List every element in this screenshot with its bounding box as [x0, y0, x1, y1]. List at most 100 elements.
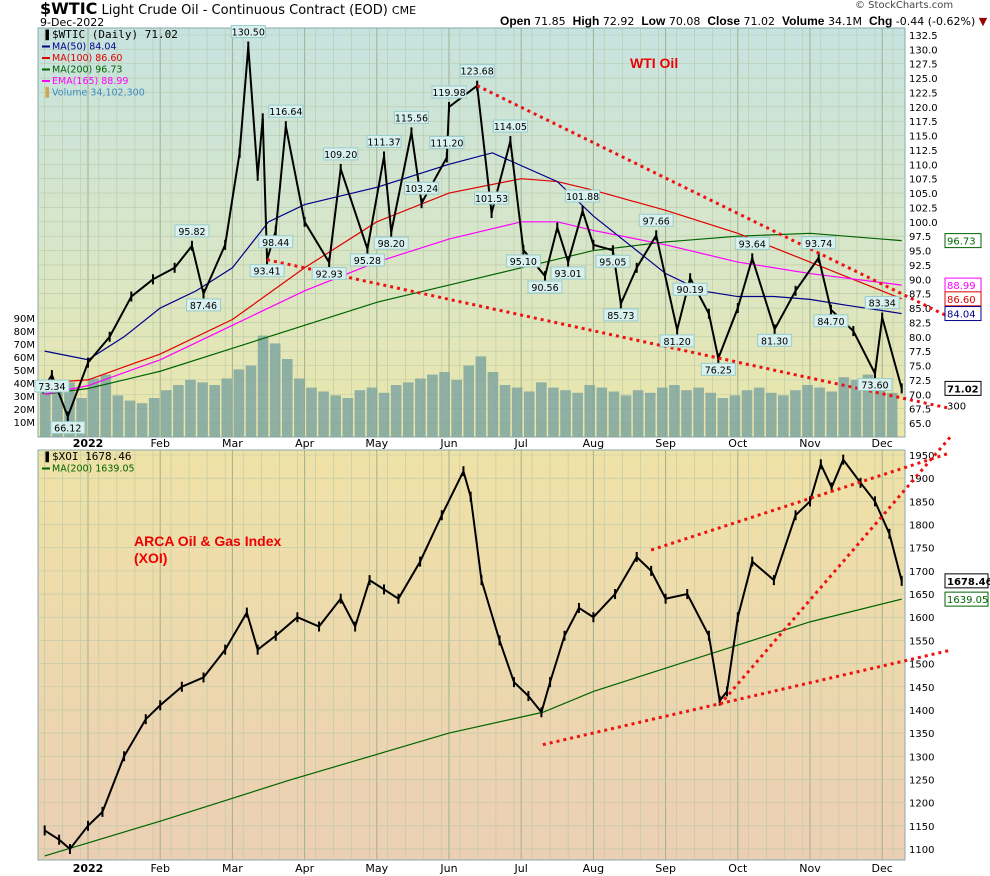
volume-bar	[378, 392, 390, 437]
volume-bar	[705, 392, 717, 437]
y-tick-label: 77.5	[909, 347, 931, 358]
value-tag-text: 71.02	[947, 384, 979, 395]
volume-bar	[802, 385, 813, 437]
price-label-box	[429, 135, 465, 149]
y-tick-label: 1500	[909, 660, 934, 671]
x-tick-label: Dec	[872, 437, 893, 450]
volume-bar	[148, 398, 160, 437]
y-tick-label: 92.5	[909, 261, 931, 272]
x-tick-label: Feb	[150, 437, 169, 450]
price-label-box	[174, 224, 210, 238]
x-tick-label: Jun	[439, 437, 457, 450]
y-tick-label: 120.0	[909, 103, 938, 114]
volume-bar	[693, 387, 704, 437]
legend-volume: Volume 34,102,300	[52, 88, 145, 99]
y-tick-label: 1650	[909, 590, 934, 601]
high-label: High	[572, 14, 600, 28]
y-tick-label: 90.0	[909, 275, 931, 286]
volume-bar	[838, 377, 850, 437]
volume-bar	[874, 387, 886, 437]
y-tick-label: 1400	[909, 706, 934, 717]
x-tick-label: Aug	[583, 862, 604, 875]
volume-bar	[560, 390, 571, 437]
x-tick-label: Sep	[655, 862, 676, 875]
volume-bar	[886, 392, 898, 437]
volume-bar	[850, 379, 862, 437]
price-label: 90.56	[531, 283, 558, 294]
price-label: 114.05	[494, 122, 527, 133]
volume-bar	[657, 387, 668, 437]
price-label-box	[311, 266, 347, 280]
y-tick-label: 1200	[909, 799, 934, 810]
open-label: Open	[500, 14, 531, 28]
volume-tag: 300	[947, 401, 966, 412]
x-tick-label: Dec	[872, 862, 893, 875]
chart-title: $WTIC Light Crude Oil - Continuous Contr…	[40, 0, 416, 20]
xoi-annotation-ticker: (XOI)	[134, 550, 168, 566]
volume-tick-label: 40M	[14, 379, 35, 390]
price-label: 83.34	[869, 299, 896, 310]
y-tick-label: 1350	[909, 729, 934, 740]
value-tag-ma100	[944, 291, 982, 307]
price-label-box	[474, 191, 510, 205]
volume-bar	[717, 398, 729, 437]
price-label-box	[268, 104, 304, 118]
price-label-box	[638, 213, 674, 227]
volume-bar	[52, 391, 63, 437]
volume-bar	[318, 391, 329, 437]
price-label-box	[659, 334, 695, 348]
y-tick-label: 65.0	[909, 419, 931, 430]
price-label: 85.73	[607, 311, 634, 322]
price-label: 111.20	[430, 138, 463, 149]
y-tick-label: 122.5	[909, 88, 938, 99]
price-label-box	[249, 264, 285, 278]
price-label-box	[50, 421, 86, 435]
price-label-box	[700, 362, 736, 376]
volume-bar	[294, 378, 305, 437]
price-label-box	[603, 308, 639, 322]
volume-bar	[644, 392, 656, 437]
price-label-box	[366, 134, 402, 148]
y-tick-label: 87.5	[909, 290, 931, 301]
price-label: 95.82	[178, 227, 205, 238]
price-label-box	[527, 280, 563, 294]
volume-bar	[790, 390, 801, 437]
y-tick-label: 105.0	[909, 189, 938, 200]
ema165-line	[44, 221, 902, 395]
y-tick-label: 130.0	[909, 45, 938, 56]
y-tick-label: 125.0	[909, 74, 938, 85]
legend-ma50: MA(50) 84.04	[52, 42, 116, 53]
volume-bar	[826, 391, 838, 437]
volume-bar	[729, 395, 741, 437]
volume-bar	[536, 382, 547, 437]
volume-bar	[112, 395, 124, 437]
price-label: 87.46	[190, 301, 217, 312]
volume-bar	[499, 385, 511, 437]
close-value: 71.02	[743, 15, 776, 28]
volume-bar	[765, 392, 777, 437]
volume-bar	[124, 400, 136, 437]
x-tick-label: Nov	[799, 437, 821, 450]
volume-tick-label: 90M	[14, 314, 35, 325]
x-tick-label: Mar	[222, 862, 243, 875]
price-label-box	[186, 298, 222, 312]
price-label-box	[734, 236, 770, 250]
volume-bar	[354, 390, 366, 437]
volume-bar	[342, 398, 354, 437]
price-label-box	[857, 378, 893, 392]
volume-bar	[741, 390, 753, 437]
volume-bar	[197, 382, 208, 437]
price-label-box	[393, 110, 429, 124]
price-label-box	[550, 266, 586, 280]
x-tick-label: Jul	[514, 437, 528, 450]
xoi-annotation: ARCA Oil & Gas Index	[134, 533, 282, 549]
volume-tick-label: 60M	[14, 353, 35, 364]
price-label: 92.93	[316, 269, 343, 280]
y-tick-label: 85.0	[909, 304, 931, 315]
price-label: 95.10	[510, 257, 537, 268]
y-tick-label: 82.5	[909, 318, 931, 329]
volume-bar	[778, 395, 789, 437]
volume-bar	[40, 387, 51, 437]
price-label: 119.98	[432, 88, 465, 99]
